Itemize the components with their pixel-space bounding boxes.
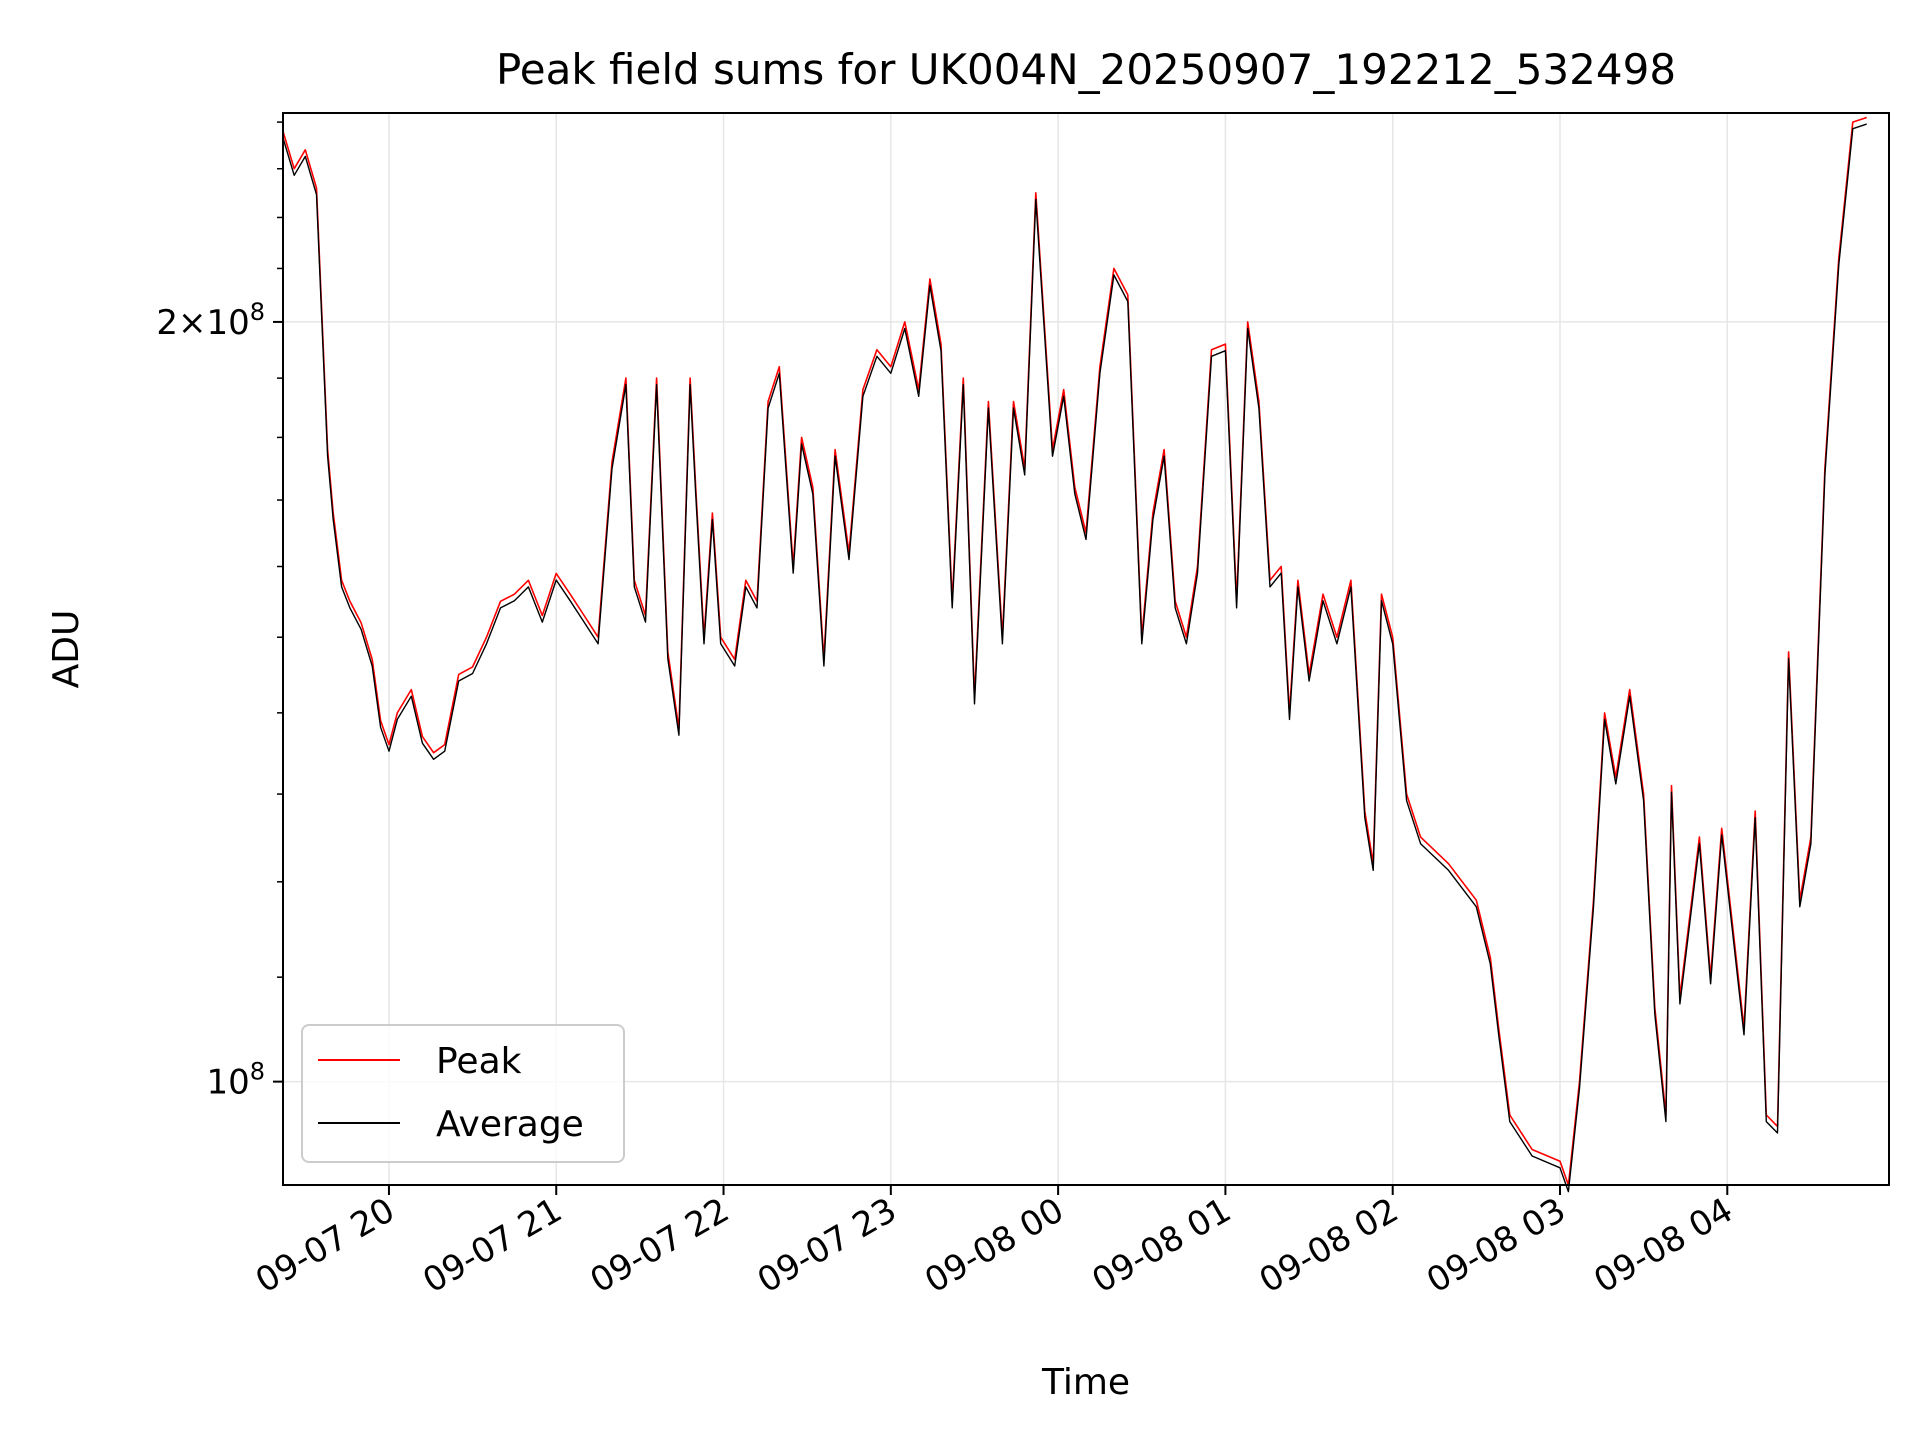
series-line-average (282, 123, 1867, 1193)
axes-frame (282, 112, 1890, 1186)
grid (283, 113, 1889, 1185)
y-axis-label: ADU (46, 610, 87, 689)
x-axis-label: Time (1041, 1362, 1130, 1403)
legend-label-peak: Peak (436, 1041, 522, 1082)
plot-lines (282, 116, 1867, 1193)
legend-label-average: Average (436, 1104, 584, 1145)
y-tick-label: 2×108 (156, 298, 265, 343)
chart-title: Peak field sums for UK004N_20250907_1922… (496, 45, 1676, 94)
legend: Peak Average (301, 1024, 625, 1163)
